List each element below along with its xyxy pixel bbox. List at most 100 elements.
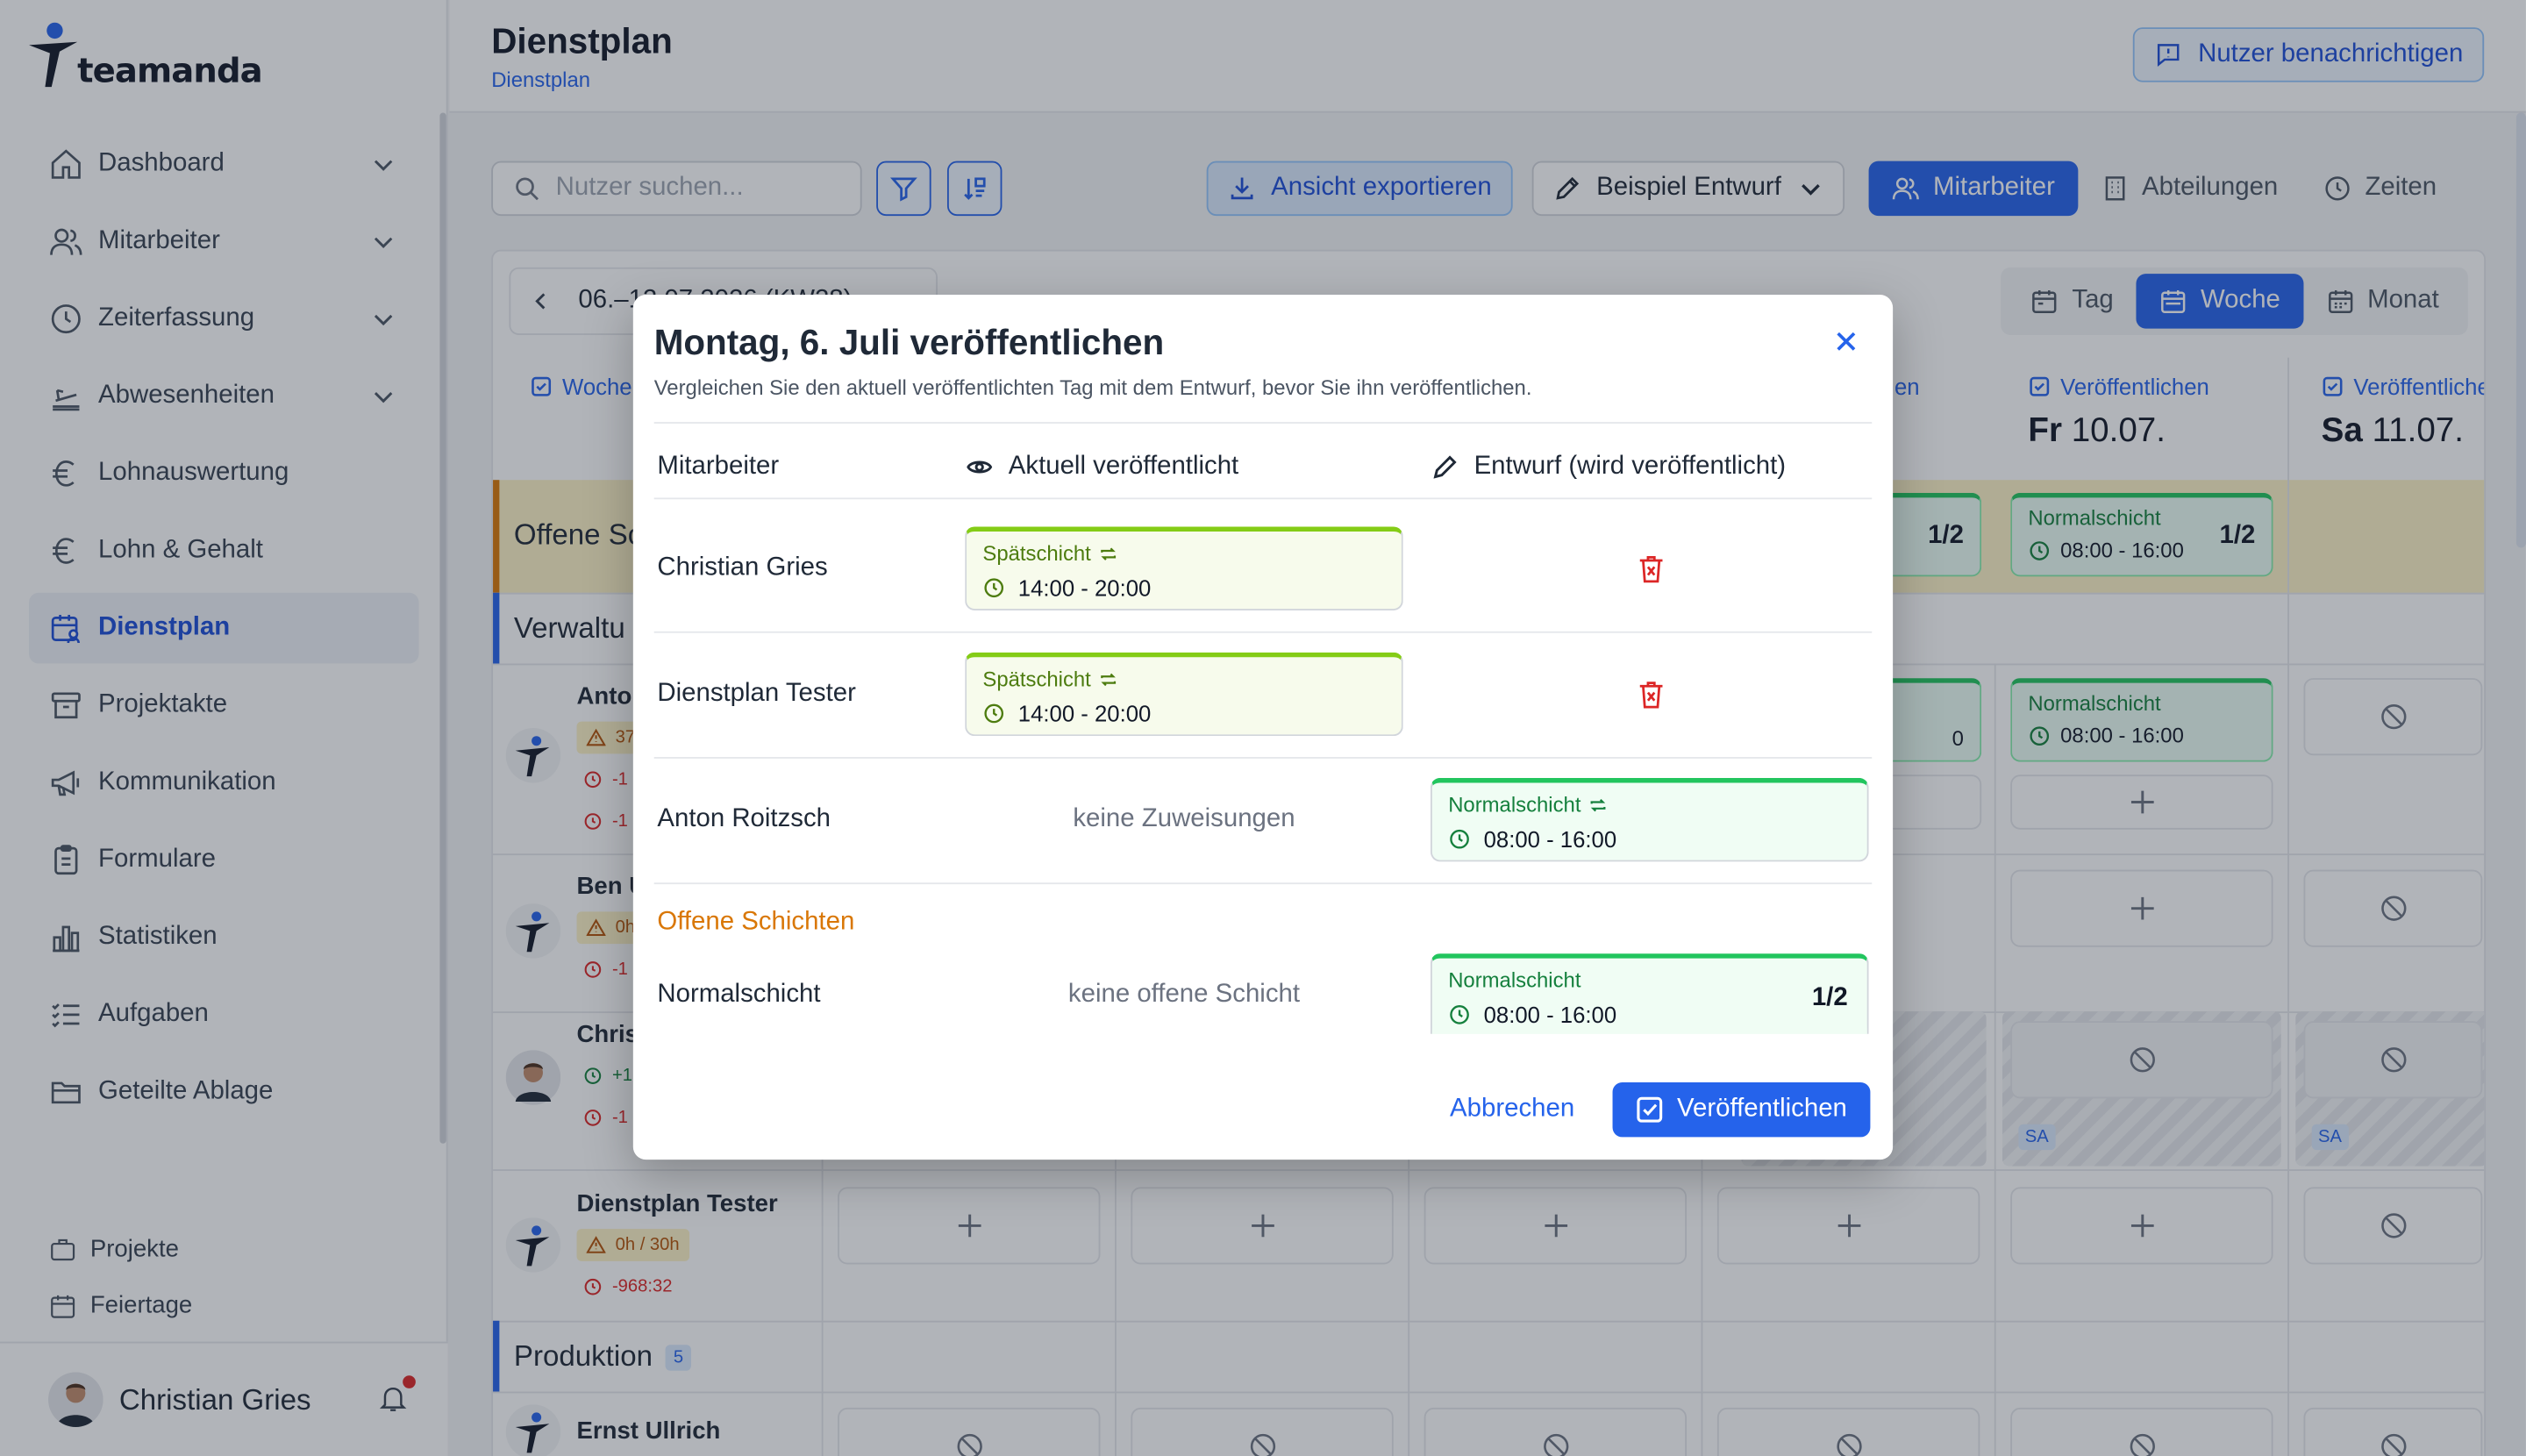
notify-users-label: Nutzer benachrichtigen [2198, 39, 2464, 68]
unavailable-cell[interactable] [1716, 1407, 1980, 1456]
user-profile[interactable]: Christian Gries [0, 1341, 448, 1456]
draft-select[interactable]: Beispiel Entwurf [1531, 161, 1845, 217]
page-scrollbar[interactable] [2515, 112, 2526, 548]
view-tag[interactable]: Tag [2008, 274, 2137, 328]
open-shift-card[interactable]: Normalschicht 08:00 - 16:00 1/2 [2010, 492, 2273, 577]
sidebar-item-aufgaben[interactable]: Aufgaben [29, 979, 418, 1050]
sidebar-item-abwesenheiten[interactable]: Abwesenheiten [29, 360, 418, 432]
close-icon[interactable] [1831, 327, 1860, 356]
add-shift-cell[interactable] [1424, 1187, 1688, 1265]
published-shift-card: Spätschicht 14:00 - 20:00 [965, 526, 1403, 610]
megaphone-icon [51, 770, 80, 796]
shift-count: 1/2 [1928, 521, 1964, 550]
sidebar-item-statistiken[interactable]: Statistiken [29, 902, 418, 973]
add-shift-cell[interactable] [1716, 1187, 1980, 1265]
export-view-button[interactable]: Ansicht exportieren [1206, 161, 1513, 217]
clock-icon [51, 304, 81, 334]
unavailable-cell[interactable] [2303, 1021, 2483, 1099]
view-monat[interactable]: Monat [2303, 274, 2462, 328]
calendar-icon [51, 1294, 75, 1317]
search-placeholder: Nutzer suchen... [555, 174, 744, 202]
sidebar-item-dashboard[interactable]: Dashboard [29, 129, 418, 200]
employee-name[interactable]: Dienstplan Tester [576, 1190, 778, 1218]
column-divider [2287, 357, 2289, 1456]
publish-day-link[interactable]: Veröffentlichen [2028, 374, 2295, 399]
sidebar-item-label: Geteilte Ablage [98, 1077, 274, 1105]
unavailable-cell[interactable] [2303, 869, 2483, 947]
sidebar-scrollbar[interactable] [439, 112, 446, 1144]
add-shift-cell[interactable] [2010, 774, 2273, 830]
employee-name[interactable]: Chris [576, 1021, 639, 1049]
employee-name[interactable]: Ernst Ullrich [576, 1417, 721, 1445]
plus-icon [1544, 1214, 1567, 1238]
search-input[interactable]: Nutzer suchen... [491, 161, 862, 217]
sidebar-item-zeiterfassung[interactable]: Zeiterfassung [29, 283, 418, 354]
view-woche[interactable]: Woche [2136, 274, 2303, 329]
tab-abteilungen[interactable]: Abteilungen [2078, 161, 2301, 216]
sidebar-item-projektakte[interactable]: Projektakte [29, 670, 418, 741]
chevron-left-icon[interactable] [530, 290, 553, 313]
add-shift-cell[interactable] [838, 1187, 1101, 1265]
dialog-subtitle: Vergleichen Sie den aktuell veröffentlic… [653, 375, 1532, 400]
clipboard-icon [54, 845, 78, 875]
clock-icon [984, 578, 1004, 598]
sidebar-item-formulare[interactable]: Formulare [29, 824, 418, 896]
unavailable-cell[interactable] [1424, 1407, 1688, 1456]
chevron-down-icon[interactable] [370, 152, 396, 177]
publish-button[interactable]: Veröffentlichen [1612, 1081, 1870, 1138]
archive-icon [51, 692, 81, 719]
section-label: Produktion 5 [514, 1340, 692, 1374]
history-icon [584, 1278, 602, 1295]
chevron-down-icon[interactable] [370, 383, 396, 409]
publish-week-link[interactable]: Woche [530, 374, 797, 399]
avatar [505, 1050, 561, 1105]
unavailable-icon [2380, 1047, 2406, 1073]
chevron-down-icon[interactable] [370, 306, 396, 332]
employee-name[interactable]: Anto [576, 682, 632, 710]
divider [653, 631, 1873, 633]
unavailable-cell[interactable] [2303, 1407, 2483, 1456]
tab-mitarbeiter[interactable]: Mitarbeiter [1868, 161, 2078, 217]
publish-link-partial[interactable]: en [1894, 374, 1920, 400]
notify-users-button[interactable]: Nutzer benachrichtigen [2133, 27, 2485, 82]
breadcrumb[interactable]: Dienstplan [491, 68, 591, 92]
cancel-button[interactable]: Abbrechen [1450, 1095, 1575, 1123]
chevron-down-icon[interactable] [370, 229, 396, 254]
bell-icon[interactable] [377, 1382, 410, 1415]
unavailable-cell[interactable] [1131, 1407, 1394, 1456]
unavailable-cell[interactable] [2303, 1187, 2483, 1265]
sidebar-item-kommunikation[interactable]: Kommunikation [29, 747, 418, 818]
divider [653, 882, 1873, 885]
message-alert-icon [2158, 44, 2180, 68]
eye-icon [967, 460, 993, 474]
sidebar-item-geteilte-ablage[interactable]: Geteilte Ablage [29, 1057, 418, 1128]
unavailable-icon [2380, 896, 2406, 921]
publish-day-label: Veröffentlichen [2060, 374, 2209, 400]
publish-day-link[interactable]: Veröffentlichen [2322, 374, 2484, 399]
add-shift-cell[interactable] [1131, 1187, 1394, 1265]
shift-name: Spätschicht [982, 667, 1091, 691]
dialog-title: Montag, 6. Juli veröffentlichen [653, 322, 1165, 363]
shift-time: 08:00 - 16:00 [1483, 1002, 1617, 1028]
sidebar-item-feiertage[interactable]: Feiertage [48, 1277, 192, 1333]
unavailable-cell[interactable] [2010, 1407, 2273, 1456]
sidebar-item-projekte[interactable]: Projekte [48, 1221, 192, 1277]
unavailable-cell[interactable] [838, 1407, 1101, 1456]
open-shift-name: Normalschicht [657, 981, 821, 1009]
tab-zeiten[interactable]: Zeiten [2301, 161, 2459, 216]
overtime-balance: -968:32 [583, 1277, 672, 1296]
sidebar-item-mitarbeiter[interactable]: Mitarbeiter [29, 206, 418, 277]
add-shift-cell[interactable] [2010, 1187, 2273, 1265]
unavailable-cell[interactable] [2303, 678, 2483, 756]
sidebar-item-lohn-gehalt[interactable]: Lohn & Gehalt [29, 516, 418, 587]
sidebar-item-lohnauswertung[interactable]: Lohnauswertung [29, 438, 418, 509]
divider [493, 1169, 2485, 1171]
unavailable-cell[interactable] [2010, 1021, 2273, 1099]
filter-button[interactable] [876, 161, 931, 217]
teamanda-logo[interactable]: teamanda [25, 19, 263, 90]
add-shift-cell[interactable] [2010, 869, 2273, 947]
sidebar-item-dienstplan[interactable]: Dienstplan [29, 592, 419, 664]
sort-button[interactable] [946, 161, 1003, 217]
shift-card[interactable]: Normalschicht 08:00 - 16:00 [2010, 678, 2273, 762]
shift-count: 1/2 [1811, 983, 1848, 1012]
